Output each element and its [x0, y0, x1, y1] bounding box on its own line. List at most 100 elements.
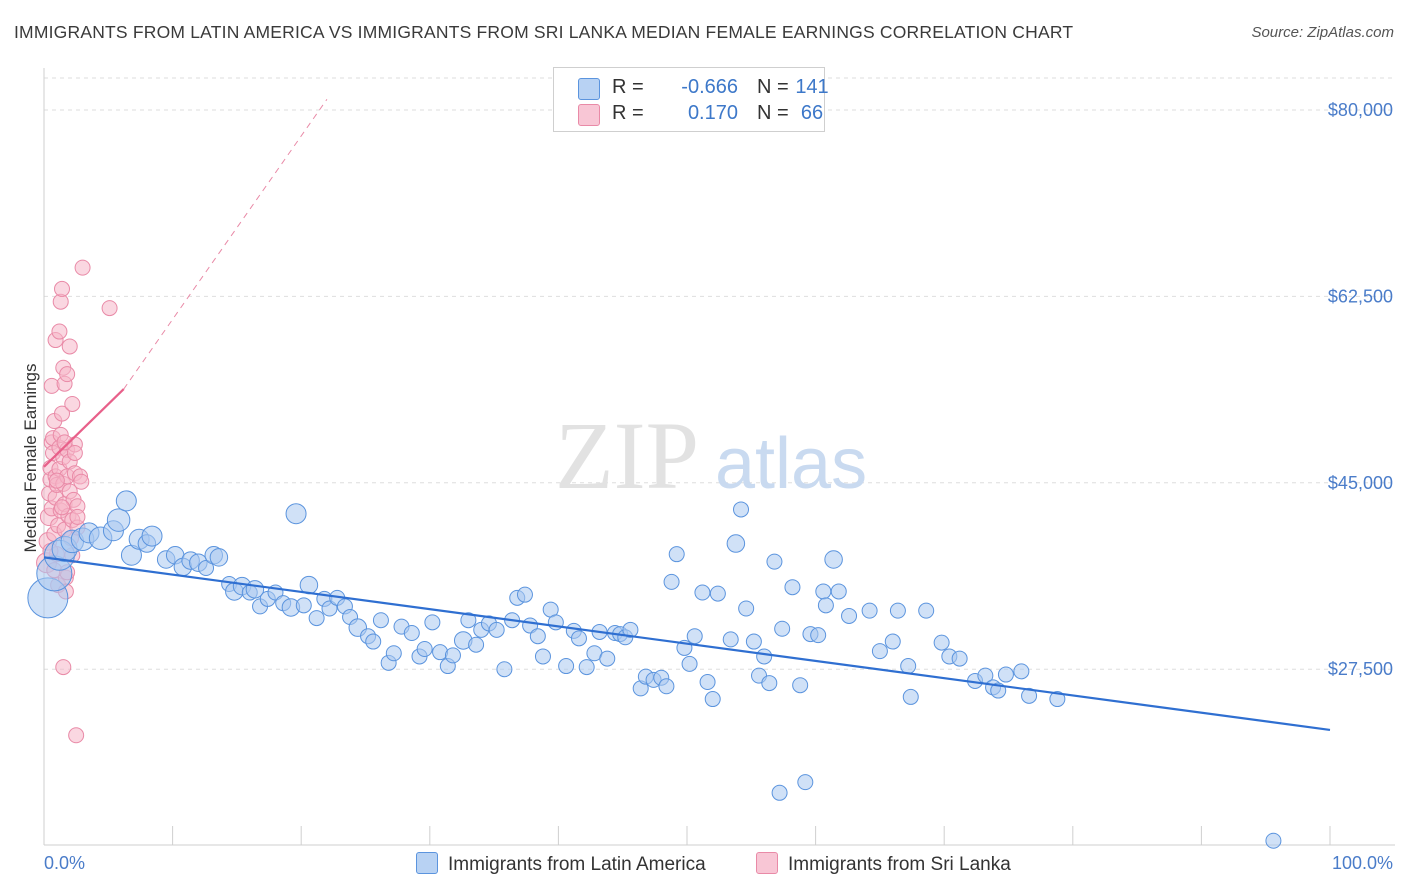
latin-america-point [797, 774, 814, 791]
latin-america-point [385, 645, 402, 662]
latin-america-point [668, 546, 685, 563]
latin-america-point [1049, 691, 1066, 708]
latin-america-point [933, 634, 950, 651]
latin-america-point [726, 534, 746, 553]
latin-america-point [558, 658, 575, 675]
bottom-legend-sri-lanka: Immigrants from Sri Lanka [756, 852, 1011, 876]
latin-america-point [681, 655, 698, 672]
latin-america-point [774, 620, 791, 637]
sri-lanka-point [54, 280, 71, 297]
latin-america-point [815, 583, 832, 600]
latin-america-point [884, 633, 901, 650]
latin-america-point [761, 675, 778, 692]
legend-n-label: N = [757, 102, 789, 124]
latin-america-point [198, 560, 215, 577]
tick-labels: $27,500 $45,000 $62,500 $80,000 0.0% 100.0% [44, 100, 1393, 873]
sri-lanka-point [54, 499, 71, 516]
latin-america-point [997, 666, 1014, 683]
legend-r-value: 0.170 [687, 102, 738, 124]
latin-america-point [817, 597, 834, 614]
trend-lines [43, 99, 1331, 732]
source-label: Source: ZipAtlas.com [1251, 24, 1394, 41]
latin-america-point [468, 636, 485, 653]
latin-america-point [578, 659, 595, 676]
latin-america-point [733, 501, 750, 518]
chart-title: IMMIGRANTS FROM LATIN AMERICA VS IMMIGRA… [14, 22, 1074, 42]
legend-n-value: 141 [795, 76, 829, 98]
latin-america-point [365, 633, 382, 650]
bottom-legend-label: Immigrants from Latin America [448, 854, 706, 875]
latin-america-point [460, 612, 477, 629]
sri-lanka-point [56, 434, 73, 451]
legend-swatch-blue [578, 78, 600, 100]
sri-lanka-point [73, 473, 90, 490]
latin-america-point [771, 784, 788, 801]
latin-america-point [106, 508, 131, 532]
latin-america-point [766, 553, 783, 570]
latin-america-point [570, 630, 587, 647]
y-tick-label: $45,000 [1328, 473, 1393, 493]
latin-america-point [738, 600, 755, 617]
bottom-legend-latin-america: Immigrants from Latin America [416, 852, 706, 876]
sri-lanka-point [69, 508, 86, 525]
latin-america-point [599, 650, 616, 667]
latin-america-points [27, 490, 1282, 849]
latin-america-point [424, 614, 441, 631]
latin-america-point [529, 628, 546, 645]
sri-lanka-point [59, 366, 76, 383]
latin-america-point [902, 688, 919, 705]
latin-america-trend-line [43, 556, 1331, 732]
latin-america-point [488, 621, 505, 638]
y-tick-label: $80,000 [1328, 100, 1393, 120]
latin-america-point [686, 628, 703, 645]
latin-america-point [951, 650, 968, 667]
latin-america-point [841, 607, 858, 624]
latin-america-point [285, 503, 307, 525]
sri-lanka-trend-line [43, 388, 125, 468]
watermark-atlas: atlas [715, 424, 867, 504]
bottom-legend-swatch-blue [416, 852, 438, 874]
latin-america-point [209, 548, 229, 567]
latin-america-point [416, 640, 433, 657]
latin-america-point [756, 648, 773, 665]
latin-america-point [658, 678, 675, 695]
latin-america-point [784, 579, 801, 596]
sri-lanka-point [61, 338, 78, 355]
latin-america-point [308, 610, 325, 627]
latin-america-point [722, 631, 739, 648]
latin-america-point [810, 627, 827, 644]
axes [43, 68, 1395, 846]
sri-lanka-point [54, 405, 71, 422]
bottom-legend-label: Immigrants from Sri Lanka [788, 854, 1011, 875]
sri-lanka-point [55, 659, 72, 676]
sri-lanka-point [68, 727, 85, 744]
latin-america-point [918, 602, 935, 619]
latin-america-point [745, 633, 762, 650]
latin-america-point [1021, 687, 1038, 704]
sri-lanka-point [48, 472, 65, 489]
latin-america-point [403, 625, 420, 642]
latin-america-point [115, 490, 137, 512]
latin-america-point [704, 691, 721, 708]
y-tick-label: $27,500 [1328, 659, 1393, 679]
latin-america-point [792, 677, 809, 694]
latin-america-point [871, 643, 888, 660]
legend-n-value: 66 [800, 102, 824, 124]
latin-america-point [1013, 663, 1030, 680]
correlation-legend: R = -0.666 N = 141 R = 0.170 N = 66 [553, 67, 829, 132]
legend-n-label: N = [757, 76, 789, 98]
sri-lanka-point [74, 259, 91, 276]
sri-lanka-trend-extension [123, 99, 328, 390]
legend-r-label: R = [612, 102, 644, 124]
latin-america-point [622, 621, 639, 638]
latin-america-point [534, 648, 551, 665]
latin-america-point [709, 585, 726, 602]
latin-america-point [1265, 832, 1282, 849]
latin-america-point [861, 602, 878, 619]
sri-lanka-points [36, 259, 118, 744]
latin-america-point [663, 573, 680, 590]
sri-lanka-point [51, 323, 68, 340]
y-tick-label: $62,500 [1328, 286, 1393, 306]
latin-america-point [141, 525, 163, 547]
